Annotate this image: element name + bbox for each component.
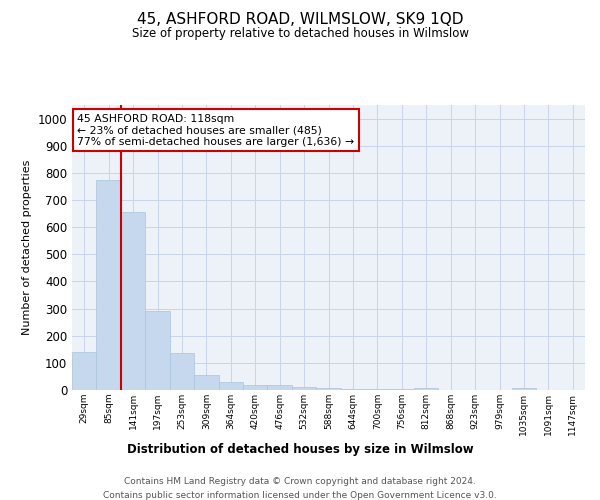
Bar (218, 382, 243, 390)
Text: Contains HM Land Registry data © Crown copyright and database right 2024.: Contains HM Land Registry data © Crown c… (124, 478, 476, 486)
Bar (72, 352, 97, 390)
Bar (268, 385, 292, 390)
Text: Contains public sector information licensed under the Open Government Licence v3: Contains public sector information licen… (103, 491, 497, 500)
Bar (512, 388, 536, 390)
Bar (194, 375, 218, 390)
Text: Size of property relative to detached houses in Wilmslow: Size of property relative to detached ho… (131, 28, 469, 40)
Text: 45, ASHFORD ROAD, WILMSLOW, SK9 1QD: 45, ASHFORD ROAD, WILMSLOW, SK9 1QD (137, 12, 463, 28)
Text: 45 ASHFORD ROAD: 118sqm
← 23% of detached houses are smaller (485)
77% of semi-d: 45 ASHFORD ROAD: 118sqm ← 23% of detache… (77, 114, 354, 147)
Bar (97, 180, 121, 390)
Bar (316, 388, 341, 390)
Bar (145, 312, 170, 390)
Bar (243, 385, 268, 390)
Bar (292, 386, 316, 390)
Bar (170, 353, 194, 390)
Bar (365, 388, 389, 390)
Bar (341, 388, 365, 390)
Bar (414, 388, 439, 390)
Y-axis label: Number of detached properties: Number of detached properties (22, 160, 32, 335)
Bar (121, 212, 145, 390)
Bar (389, 388, 414, 390)
Text: Distribution of detached houses by size in Wilmslow: Distribution of detached houses by size … (127, 442, 473, 456)
